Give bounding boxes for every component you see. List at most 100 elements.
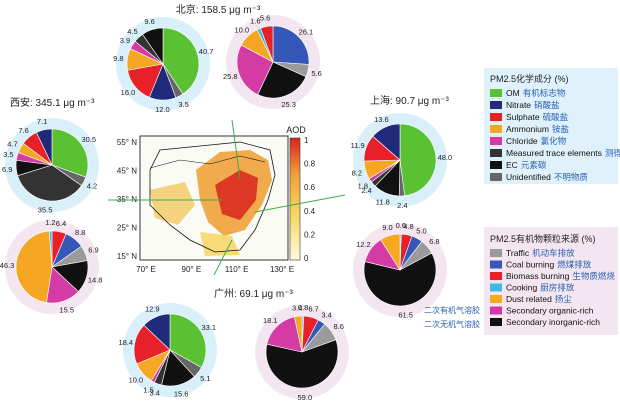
pointer-beijing	[231, 119, 241, 179]
pie-slice-label: 10.0	[129, 375, 144, 384]
legend-label: Secondary inorganic-rich	[506, 317, 600, 327]
pie-slice-label: 4.2	[87, 182, 97, 191]
pie-slice-label: 3.9	[120, 36, 130, 45]
pie-slice-label: 0.6	[396, 221, 406, 230]
pie-slice-label: 18.1	[263, 316, 278, 325]
lon-tick-label: 130° E	[270, 265, 294, 274]
legend-label: Dust related 扬尘	[506, 294, 572, 304]
legend-label-zh: 有机标志物	[523, 88, 566, 98]
legend-label: Sulphate 硫酸盐	[506, 112, 569, 122]
pie-slice	[294, 315, 303, 353]
pie-2: 30.5 4.2 35.5 6.9 3.5 4.77.6 7.1	[2, 117, 97, 214]
legend-label: Coal burning 燃煤排放	[506, 260, 592, 270]
pie-slice-label: 30.5	[82, 135, 97, 144]
legend-label-zh: 测得微量元素	[605, 148, 620, 158]
colorbar-tick-label: 0.4	[304, 207, 316, 216]
pie-slice-label: 3.4	[292, 303, 302, 312]
pie-slice-label: 3.5	[178, 100, 188, 109]
legend-swatch	[490, 149, 502, 157]
pointer-guangzhou	[213, 239, 233, 276]
legend-sources-title: PM2.5有机物颗粒来源 (%)	[490, 233, 596, 244]
colorbar-tick-label: 0	[304, 254, 309, 263]
pie-slice	[372, 123, 401, 161]
pie-slice-label: 0.8	[298, 303, 308, 312]
pie-slice-label: 15.6	[174, 390, 189, 399]
pie-3: 6.4 8.86.9 14.8 15.5 46.3 1.2	[0, 218, 102, 314]
lat-tick-label: 25° N	[117, 224, 137, 233]
pie-slice-label: 11.9	[351, 141, 365, 150]
pie-slice-label: 3.4	[150, 388, 160, 397]
border-north	[149, 155, 266, 169]
pie-slice-label: 5.0	[416, 226, 426, 235]
pie-slice	[143, 313, 171, 351]
legend-label: Unidentified 不明物质	[506, 172, 588, 182]
legend-label: OM 有机标志物	[506, 88, 566, 98]
side-note-sia: 二次无机气溶胶	[424, 319, 480, 329]
pie-slice-label: 4.7	[7, 139, 17, 148]
legend-swatch	[490, 89, 502, 97]
pie-7: 0.8 6.73.48.659.018.13.4	[263, 303, 344, 402]
lon-tick-label: 90° E	[182, 265, 202, 274]
pie-slice	[399, 123, 437, 197]
pie-slice-label: 26.1	[299, 27, 314, 36]
aod-map: AOD 10.80.60.40.20 55° N45° N35° N25° N1…	[117, 125, 316, 274]
pointer-lines	[108, 119, 346, 276]
pie-slice-label: 12.9	[145, 305, 160, 314]
legend-swatch	[490, 125, 502, 133]
city-title-guangzhou: 广州: 69.1 μg m⁻³	[214, 288, 294, 300]
pie-slice-label: 4.8	[403, 222, 413, 231]
legend-label-zh: 厨房排放	[540, 283, 575, 293]
pie-slice-label: 12.0	[155, 105, 170, 114]
pie-slice-label: 25.8	[223, 72, 238, 81]
pie-slice-label: 61.5	[398, 311, 413, 320]
legend-label: Traffic 机动车排放	[506, 248, 575, 258]
pie-slice	[257, 61, 307, 99]
aod-label: AOD	[286, 125, 306, 135]
pie-4: 48.02.411.82.41.88.211.913.6	[351, 115, 453, 210]
legend-label-zh: 氯化物	[541, 136, 567, 146]
aod-west-region	[150, 182, 195, 225]
pie-slice-label: 8.6	[334, 322, 344, 331]
pie-slice	[380, 233, 401, 272]
pie-slice-label: 9.6	[144, 17, 154, 26]
pie-slice-label: 13.6	[374, 115, 389, 124]
pie-slice-label: 9.8	[113, 54, 123, 63]
legend-label: Chloride 氯化物	[506, 136, 567, 146]
city-title-xian: 西安: 345.1 μg m⁻³	[10, 96, 95, 109]
lat-tick-label: 15° N	[117, 252, 137, 261]
legend-label: Biomass burning 生物质燃烧	[506, 271, 615, 281]
pie-slice-label: 40.7	[199, 47, 214, 56]
pie-slice-label: 35.5	[38, 205, 53, 214]
pie-slice-label: 5.6	[311, 69, 321, 78]
coastline	[149, 141, 276, 253]
pie-6: 33.1 5.1 15.6 3.41.5 10.0 18.4 12.9	[118, 305, 216, 399]
pie-slice-label: 6.8	[429, 237, 439, 246]
pie-slice	[363, 252, 437, 307]
pie-slice-label: 12.2	[356, 240, 371, 249]
pie-slice-label: 1.5	[143, 386, 153, 395]
pointer-shanghai	[254, 194, 346, 213]
pie-slice	[265, 339, 339, 389]
pie-slice-label: 8.2	[352, 169, 362, 178]
legend-swatch	[490, 137, 502, 145]
pie-slice	[48, 230, 53, 268]
legend-swatch	[490, 113, 502, 121]
pie-slice-label: 7.6	[18, 126, 28, 135]
legend-label-zh: 元素碳	[521, 160, 547, 170]
legend-swatch	[490, 295, 502, 303]
colorbar-tick-label: 0.8	[304, 160, 316, 169]
pie-slice-label: 9.0	[382, 223, 392, 232]
pie-slice-label: 5.6	[260, 14, 270, 23]
legend-composition-title: PM2.5化学成分 (%)	[490, 73, 569, 84]
lon-tick-label: 70° E	[136, 265, 156, 274]
colorbar-tick-label: 0.2	[304, 230, 316, 239]
legend-label-zh: 扬尘	[555, 294, 573, 304]
pie-slice-label: 33.1	[202, 323, 217, 332]
lon-tick-label: 110° E	[225, 265, 249, 274]
legend-label: Cooking 厨房排放	[506, 283, 575, 293]
pie-slice-label: 59.0	[298, 393, 313, 402]
legend-swatch	[490, 161, 502, 169]
legend-swatch	[490, 318, 502, 326]
pie-slice-label: 4.5	[127, 27, 137, 36]
pie-slice-label: 5.1	[200, 374, 210, 383]
